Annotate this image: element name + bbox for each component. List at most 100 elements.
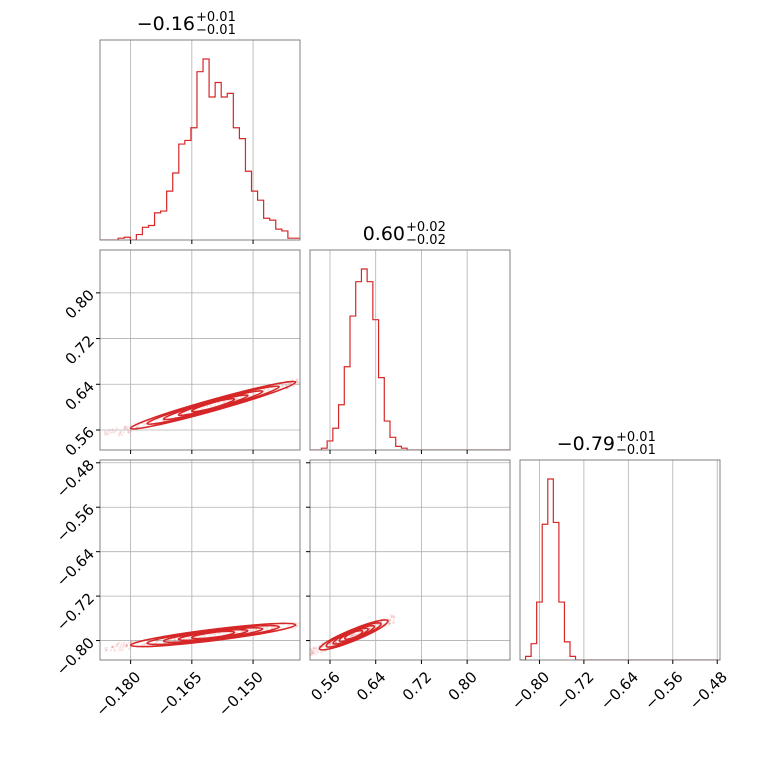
scatter-point [111,430,114,434]
scatter-point [157,639,160,642]
scatter-point [310,648,313,651]
scatter-point [117,641,121,644]
scatter-point [130,640,133,643]
x-tick-label: 0.72 [399,668,435,704]
scatter-point [304,378,306,380]
hist-1 [310,268,510,450]
scatter-point [118,434,121,437]
scatter-point [319,651,323,654]
scatter-point [311,378,313,380]
scatter-point [235,397,239,401]
y-tick-label: 0.56 [62,423,98,459]
scatter-point [122,641,125,644]
scatter-point [391,614,394,617]
scatter-point [350,634,353,637]
frame-2-2 [519,459,721,661]
scatter-point [117,642,120,646]
scatter-point [122,646,125,649]
scatter-point [226,400,229,403]
scatter-point [390,616,393,619]
scatter-point [107,430,110,433]
scatter-point [241,629,244,633]
scatter-point [222,401,225,404]
x-tick-label: −0.80 [508,668,553,713]
scatter-point [311,652,314,655]
scatter-point [311,649,314,653]
x-tick-label: 0.56 [307,668,343,704]
scatter-point [307,621,309,623]
scatter-point [281,384,285,387]
scatter-point [393,616,396,619]
scatter-point [119,649,122,652]
scatter-point [123,425,126,428]
scatter-point [208,634,211,637]
scatter-point [296,380,300,383]
scatter-point [104,647,107,650]
frame-2-1 [309,459,511,661]
frame-1-1 [309,249,511,451]
y-tick-label: −0.48 [53,456,98,501]
panel-1-0: 0.56 0.64 0.72 0.80 [62,249,313,460]
x-tick-label: −0.165 [154,668,206,720]
scatter-point [310,650,313,653]
scatter-point [155,641,158,644]
scatter-point [334,641,337,644]
scatter-point [217,401,220,405]
scatter-point [387,622,390,625]
scatter-point [213,633,216,637]
scatter-point [186,411,190,414]
scatter-point [377,623,380,626]
scatter-point [388,622,391,625]
scatter-point [392,619,395,622]
scatter-point [296,381,300,384]
scatter-point [315,650,319,653]
scatter-point [311,379,313,381]
x-tick-label: 0.64 [353,668,389,704]
scatter-point [388,618,391,622]
scatter-point [216,632,219,635]
scatter-point [392,615,395,618]
scatter-point [127,431,130,434]
scatter-point [307,649,309,651]
y-tick-label: 0.80 [62,286,98,322]
scatter-point [252,393,255,396]
scatter-point [294,627,297,630]
param-title-plus: +0.01 [196,10,236,25]
scatter-point [322,650,325,653]
scatter-point [311,653,314,656]
contour-2-1-1 [325,621,382,648]
scatter-point [112,645,115,648]
scatter-point [142,424,145,427]
scatter-point [354,633,357,636]
scatter-point [119,431,122,434]
scatter-point [253,392,256,396]
scatter-point [236,397,239,400]
scatter-point [143,422,146,426]
scatter-point [129,430,133,433]
scatter-point [129,646,133,649]
scatter-point [104,649,107,652]
scatter-point [119,430,122,433]
scatter-point [387,623,390,626]
x-tick-label: −0.72 [552,668,597,713]
scatter-point [389,619,392,622]
scatter-point [105,648,108,652]
scatter-point [106,433,109,436]
scatter-point [330,642,333,645]
scatter-point [312,646,315,649]
panel-2-2: −0.80 −0.72 −0.64 −0.56 −0.48 −0.79 +0.01−0.01 [508,430,731,713]
scatter-point [349,635,352,638]
scatter-point [118,647,121,650]
scatter-point [170,638,173,641]
scatter-point [312,651,316,654]
scatter-point [272,386,275,389]
scatter-point [287,624,291,627]
scatter-point [126,644,129,648]
scatter-point [203,635,206,638]
scatter-point [109,431,112,434]
scatter-point [124,645,128,649]
scatter-point [123,427,126,430]
scatter-point [334,641,337,644]
panel-1-1: 0.60 +0.02−0.02 [309,220,511,454]
scatter-point [111,645,114,648]
